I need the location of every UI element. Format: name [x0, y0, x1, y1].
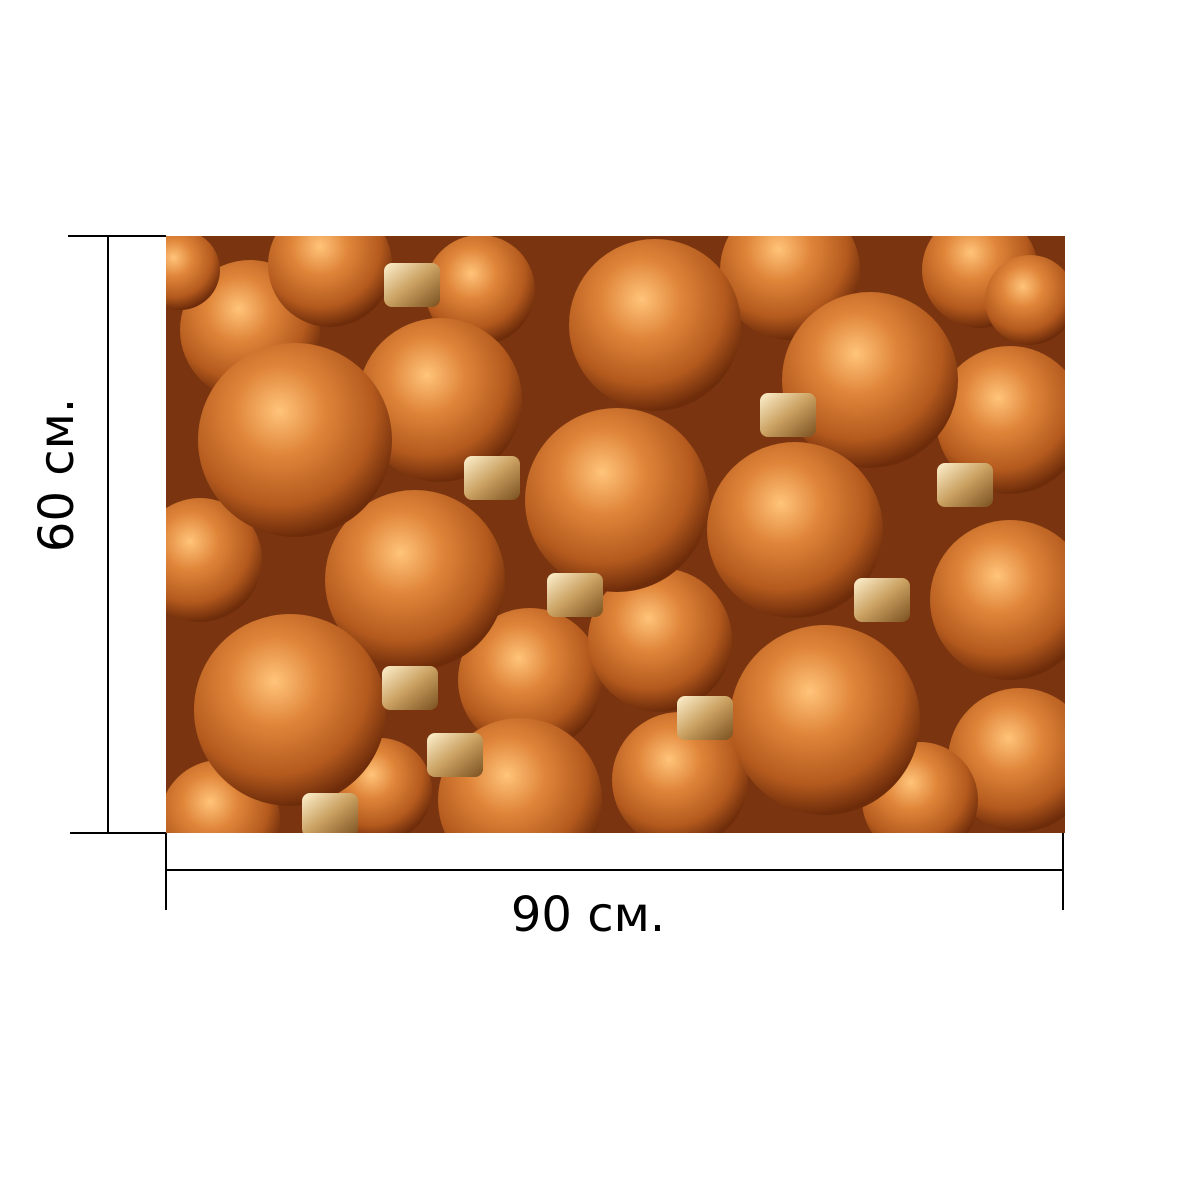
ornament [358, 318, 522, 482]
ornament-cap [302, 793, 358, 833]
ornament-cap [384, 263, 440, 307]
ornament [525, 408, 709, 592]
dimension-lines [68, 235, 1064, 910]
ornament [612, 712, 748, 833]
ornament [936, 346, 1065, 494]
height-label: 60 см. [29, 398, 85, 552]
ornament [425, 236, 535, 345]
ornament-cap [427, 733, 483, 777]
ornament [588, 568, 732, 712]
ornament [194, 614, 386, 806]
ornament [166, 236, 220, 310]
ornament-cap [382, 666, 438, 710]
ornament-cap [854, 578, 910, 622]
ornament [458, 608, 602, 752]
ornament [707, 442, 883, 618]
ornament [782, 292, 958, 468]
ornament-cap [937, 463, 993, 507]
ornament-cap [464, 456, 520, 500]
ornament [569, 239, 741, 411]
ornament-cap [547, 573, 603, 617]
ornament [166, 498, 262, 622]
width-label: 90 см. [511, 887, 665, 943]
ornament-cap [760, 393, 816, 437]
ornament [198, 343, 392, 537]
ornament-cap [677, 696, 733, 740]
ornament [730, 625, 920, 815]
ornament [930, 520, 1065, 680]
ornament [325, 490, 505, 670]
ornament [268, 236, 392, 327]
ornament [985, 255, 1065, 345]
photo [166, 236, 1065, 833]
